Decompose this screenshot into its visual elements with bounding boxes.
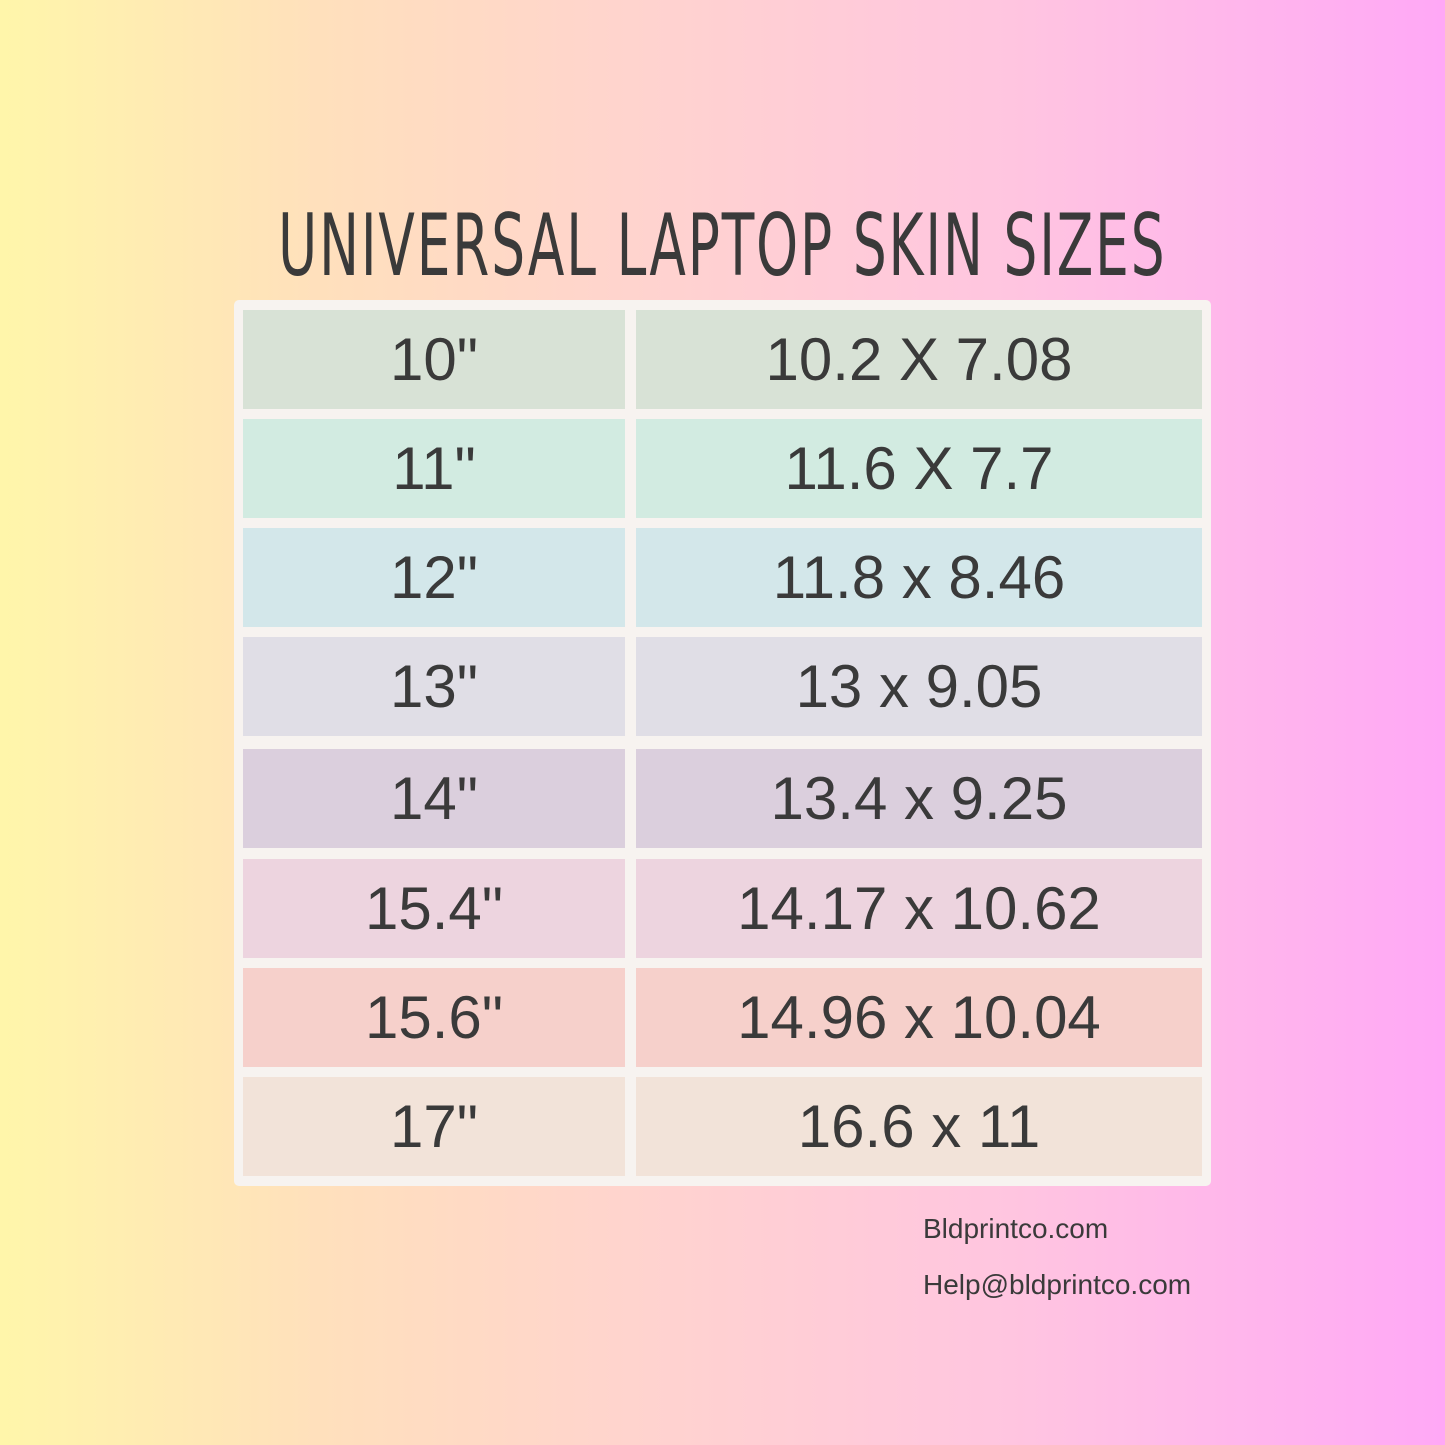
table-row: 15.6" 14.96 x 10.04 [243, 968, 1202, 1067]
email-link[interactable]: Help@bldprintco.com [923, 1269, 1192, 1300]
size-cell: 14" [243, 749, 625, 848]
page-title: UNIVERSAL LAPTOP SKIN SIZES [278, 196, 1167, 296]
dimensions-cell: 16.6 x 11 [636, 1077, 1202, 1176]
table-row: 17" 16.6 x 11 [243, 1077, 1202, 1176]
table-row: 12" 11.8 x 8.46 [243, 528, 1202, 627]
dimensions-cell: 14.17 x 10.62 [636, 859, 1202, 958]
size-cell: 15.6" [243, 968, 625, 1067]
size-cell: 10" [243, 310, 625, 409]
dimensions-cell: 14.96 x 10.04 [636, 968, 1202, 1067]
size-cell: 12" [243, 528, 625, 627]
size-cell: 11" [243, 419, 625, 518]
table-row: 14" 13.4 x 9.25 [243, 749, 1202, 848]
size-table: 10" 10.2 X 7.08 11" 11.6 X 7.7 12" 11.8 x 8.4… [234, 300, 1211, 1186]
table-row: 15.4" 14.17 x 10.62 [243, 859, 1202, 958]
size-cell: 17" [243, 1077, 625, 1176]
table-row: 11" 11.6 X 7.7 [243, 419, 1202, 518]
dimensions-cell: 13.4 x 9.25 [636, 749, 1202, 848]
dimensions-cell: 10.2 X 7.08 [636, 310, 1202, 409]
size-cell: 13" [243, 637, 625, 736]
table-row: 10" 10.2 X 7.08 [243, 310, 1202, 409]
size-cell: 15.4" [243, 859, 625, 958]
table-row: 13" 13 x 9.05 [243, 637, 1202, 736]
dimensions-cell: 13 x 9.05 [636, 637, 1202, 736]
website-link[interactable]: Bldprintco.com [923, 1213, 1109, 1244]
dimensions-cell: 11.6 X 7.7 [636, 419, 1202, 518]
dimensions-cell: 11.8 x 8.46 [636, 528, 1202, 627]
